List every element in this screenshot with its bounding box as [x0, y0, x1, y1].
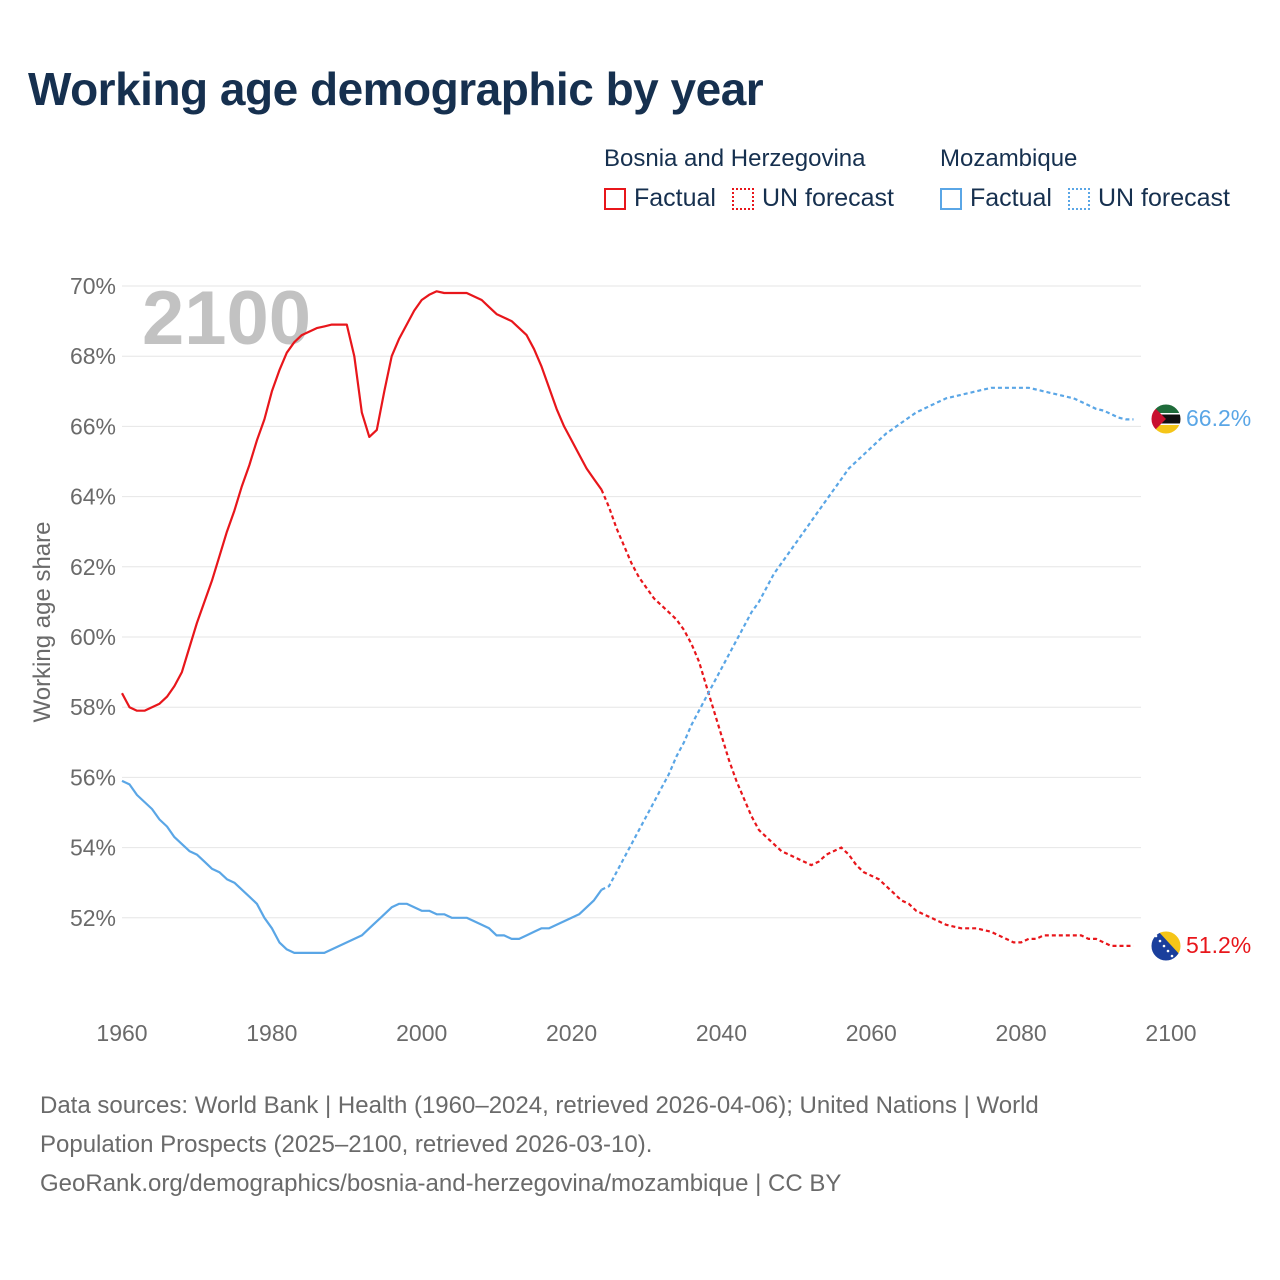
mozambique-flag-icon: [1150, 403, 1182, 435]
legend-bosnia-title: Bosnia and Herzegovina: [604, 145, 866, 172]
year-watermark: 2100: [142, 276, 311, 361]
series-lines: [121, 290, 1134, 954]
x-tick-label: 2060: [846, 1020, 897, 1046]
bosnia-flag-icon: [1150, 930, 1182, 962]
source-line-2: Population Prospects (2025–2100, retriev…: [40, 1131, 653, 1158]
mozambique-forecast-line: [601, 386, 1134, 891]
legend-mozambique: Mozambique Factual UN forecast: [940, 142, 1246, 213]
legend-mozambique-forecast-label: UN forecast: [1097, 184, 1230, 212]
legend-mozambique-title: Mozambique: [940, 145, 1078, 172]
y-axis-label: Working age share: [29, 522, 56, 723]
mozambique-factual-line: [121, 779, 603, 954]
legend-bosnia-forecast-label: UN forecast: [761, 184, 894, 212]
legend-bosnia-factual-swatch: [604, 187, 626, 210]
legend-bosnia-forecast-swatch: [731, 187, 754, 210]
legend-mozambique-forecast[interactable]: UN forecast: [1067, 184, 1230, 213]
y-tick-label: 66%: [70, 413, 116, 439]
y-tick-label: 64%: [70, 484, 116, 510]
legend-bosnia-forecast[interactable]: UN forecast: [731, 184, 894, 213]
legend-bosnia: Bosnia and Herzegovina Factual UN foreca…: [604, 142, 910, 213]
x-tick-label: 2000: [396, 1020, 447, 1046]
bosnia-forecast-line: [600, 489, 1134, 947]
legend-mozambique-forecast-swatch: [1067, 187, 1090, 210]
legend-bosnia-factual[interactable]: Factual: [604, 184, 716, 213]
data-sources: Data sources: World Bank | Health (1960–…: [40, 1086, 1240, 1203]
x-tick-label: 2100: [1145, 1020, 1196, 1046]
y-axis-ticks: 52% 54% 56% 58% 60% 62% 64% 66% 68% 70%: [70, 273, 116, 931]
line-chart: 2100 52% 54% 56% 58% 60% 62% 64% 66% 68% 70% 1960…: [29, 273, 1251, 1046]
y-tick-label: 62%: [70, 554, 116, 580]
y-tick-label: 70%: [70, 273, 116, 299]
bosnia-factual-line: [121, 290, 603, 712]
legend-bosnia-factual-label: Factual: [634, 184, 716, 212]
x-tick-label: 1960: [96, 1020, 147, 1046]
bosnia-end-label: 51.2%: [1186, 932, 1251, 958]
y-tick-label: 54%: [70, 835, 116, 861]
x-axis-ticks: 1960 1980 2000 2020 2040 2060 2080 2100: [96, 1020, 1196, 1046]
y-tick-label: 68%: [70, 343, 116, 369]
grid-lines: [122, 285, 1141, 919]
legend-mozambique-factual-swatch: [940, 187, 962, 210]
x-tick-label: 2080: [996, 1020, 1047, 1046]
y-tick-label: 60%: [70, 624, 116, 650]
chart-title: Working age demographic by year: [28, 63, 764, 115]
mozambique-end-label: 66.2%: [1186, 405, 1251, 431]
y-tick-label: 52%: [70, 905, 116, 931]
source-line-3[interactable]: GeoRank.org/demographics/bosnia-and-herz…: [40, 1170, 842, 1197]
x-tick-label: 1980: [246, 1020, 297, 1046]
y-tick-label: 56%: [70, 764, 116, 790]
legend-mozambique-factual[interactable]: Factual: [940, 184, 1052, 213]
x-tick-label: 2020: [546, 1020, 597, 1046]
y-tick-label: 58%: [70, 694, 116, 720]
source-line-1: Data sources: World Bank | Health (1960–…: [40, 1092, 1039, 1119]
x-tick-label: 2040: [696, 1020, 747, 1046]
legend-mozambique-factual-label: Factual: [970, 184, 1052, 212]
